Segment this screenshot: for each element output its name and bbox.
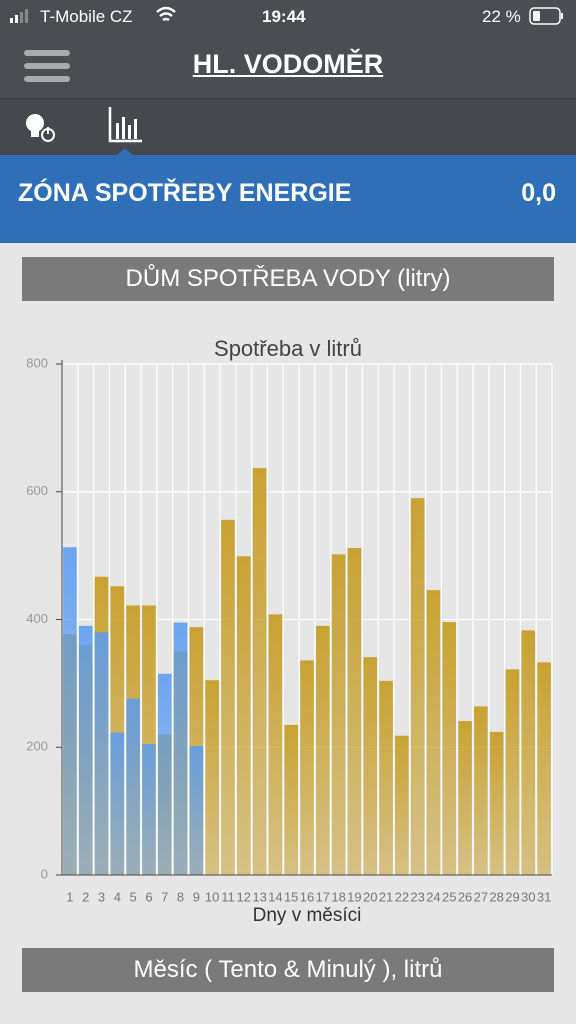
chart-title: Spotřeba v litrů — [214, 336, 362, 361]
bar — [126, 698, 140, 875]
y-tick-label: 200 — [26, 739, 48, 754]
section-button[interactable]: DŮM SPOTŘEBA VODY (litry) — [22, 257, 554, 301]
bar — [110, 732, 125, 875]
x-tick-label: 12 — [237, 889, 251, 904]
bar — [78, 625, 93, 875]
bar — [63, 547, 77, 875]
bar — [252, 468, 267, 875]
x-tick-label: 15 — [284, 889, 298, 904]
bar — [489, 731, 504, 875]
y-tick-label: 800 — [26, 355, 48, 370]
x-axis-label: Dny v měsíci — [253, 905, 362, 926]
bar — [316, 625, 330, 875]
x-tick-label: 17 — [316, 889, 330, 904]
x-tick-label: 18 — [331, 889, 345, 904]
x-tick-label: 23 — [410, 889, 424, 904]
y-tick-label: 400 — [26, 611, 48, 626]
bar — [189, 745, 204, 875]
footer-button[interactable]: Měsíc ( Tento & Minulý ), litrů — [22, 948, 554, 992]
bar — [221, 519, 235, 875]
x-tick-label: 22 — [395, 889, 409, 904]
bar — [474, 706, 488, 875]
status-bar: T-Mobile CZ 19:44 22 % — [0, 0, 576, 34]
menu-button[interactable] — [24, 48, 72, 84]
x-tick-label: 13 — [252, 889, 266, 904]
bar — [442, 622, 457, 875]
zone-bar: ZÓNA SPOTŘEBY ENERGIE 0,0 — [0, 155, 576, 243]
time: 19:44 — [262, 7, 306, 26]
bar — [268, 614, 283, 875]
bar — [410, 498, 425, 875]
header-title: HL. VODOMĚR — [192, 49, 384, 79]
x-tick-label: 11 — [221, 889, 235, 904]
bar — [157, 673, 172, 875]
bar — [379, 680, 393, 875]
x-tick-label: 8 — [177, 889, 184, 904]
header: HL. VODOMĚR — [0, 34, 576, 98]
tab-icons — [26, 107, 142, 156]
bar — [173, 622, 188, 875]
x-tick-label: 30 — [521, 889, 535, 904]
y-tick-label: 600 — [26, 483, 48, 498]
x-tick-label: 21 — [379, 889, 393, 904]
x-tick-label: 26 — [458, 889, 472, 904]
x-tick-label: 20 — [363, 889, 377, 904]
status-icons — [10, 6, 563, 25]
x-tick-label: 2 — [82, 889, 89, 904]
bulb-tab[interactable] — [26, 114, 55, 142]
chart-tab[interactable] — [108, 107, 142, 156]
bar — [363, 657, 378, 875]
x-tick-label: 1 — [66, 889, 73, 904]
tab-bar — [0, 98, 576, 156]
bar — [284, 724, 298, 875]
x-tick-label: 9 — [193, 889, 200, 904]
x-tick-label: 6 — [145, 889, 152, 904]
bar — [94, 632, 109, 875]
bar — [537, 662, 551, 875]
bar — [505, 669, 520, 875]
bar — [347, 547, 362, 875]
zone-label: ZÓNA SPOTŘEBY ENERGIE — [18, 179, 352, 207]
x-tick-label: 24 — [426, 889, 440, 904]
x-tick-label: 10 — [205, 889, 219, 904]
chart: Spotřeba v litrů Dny v měsíci 0 200 400 600… — [26, 336, 553, 926]
x-tick-label: 7 — [161, 889, 168, 904]
bar — [205, 680, 219, 875]
x-tick-label: 14 — [268, 889, 282, 904]
bar — [458, 721, 472, 875]
x-tick-label: 31 — [537, 889, 551, 904]
zone-value: 0,0 — [521, 179, 556, 207]
bar — [331, 554, 346, 875]
bar — [300, 660, 314, 875]
x-tick-label: 4 — [114, 889, 121, 904]
bar — [236, 556, 251, 875]
x-tick-label: 5 — [130, 889, 137, 904]
x-tick-label: 25 — [442, 889, 456, 904]
x-tick-label: 28 — [489, 889, 503, 904]
x-tick-label: 3 — [98, 889, 105, 904]
x-tick-label: 19 — [347, 889, 361, 904]
bar — [426, 590, 441, 875]
x-tick-label: 27 — [474, 889, 488, 904]
carrier: T-Mobile CZ — [40, 7, 133, 26]
x-tick-label: 29 — [505, 889, 519, 904]
x-tick-label: 16 — [300, 889, 314, 904]
bar — [395, 735, 409, 875]
battery: 22 % — [482, 7, 521, 26]
y-tick-label: 0 — [41, 866, 48, 881]
bar — [142, 744, 156, 875]
bar — [521, 630, 536, 875]
